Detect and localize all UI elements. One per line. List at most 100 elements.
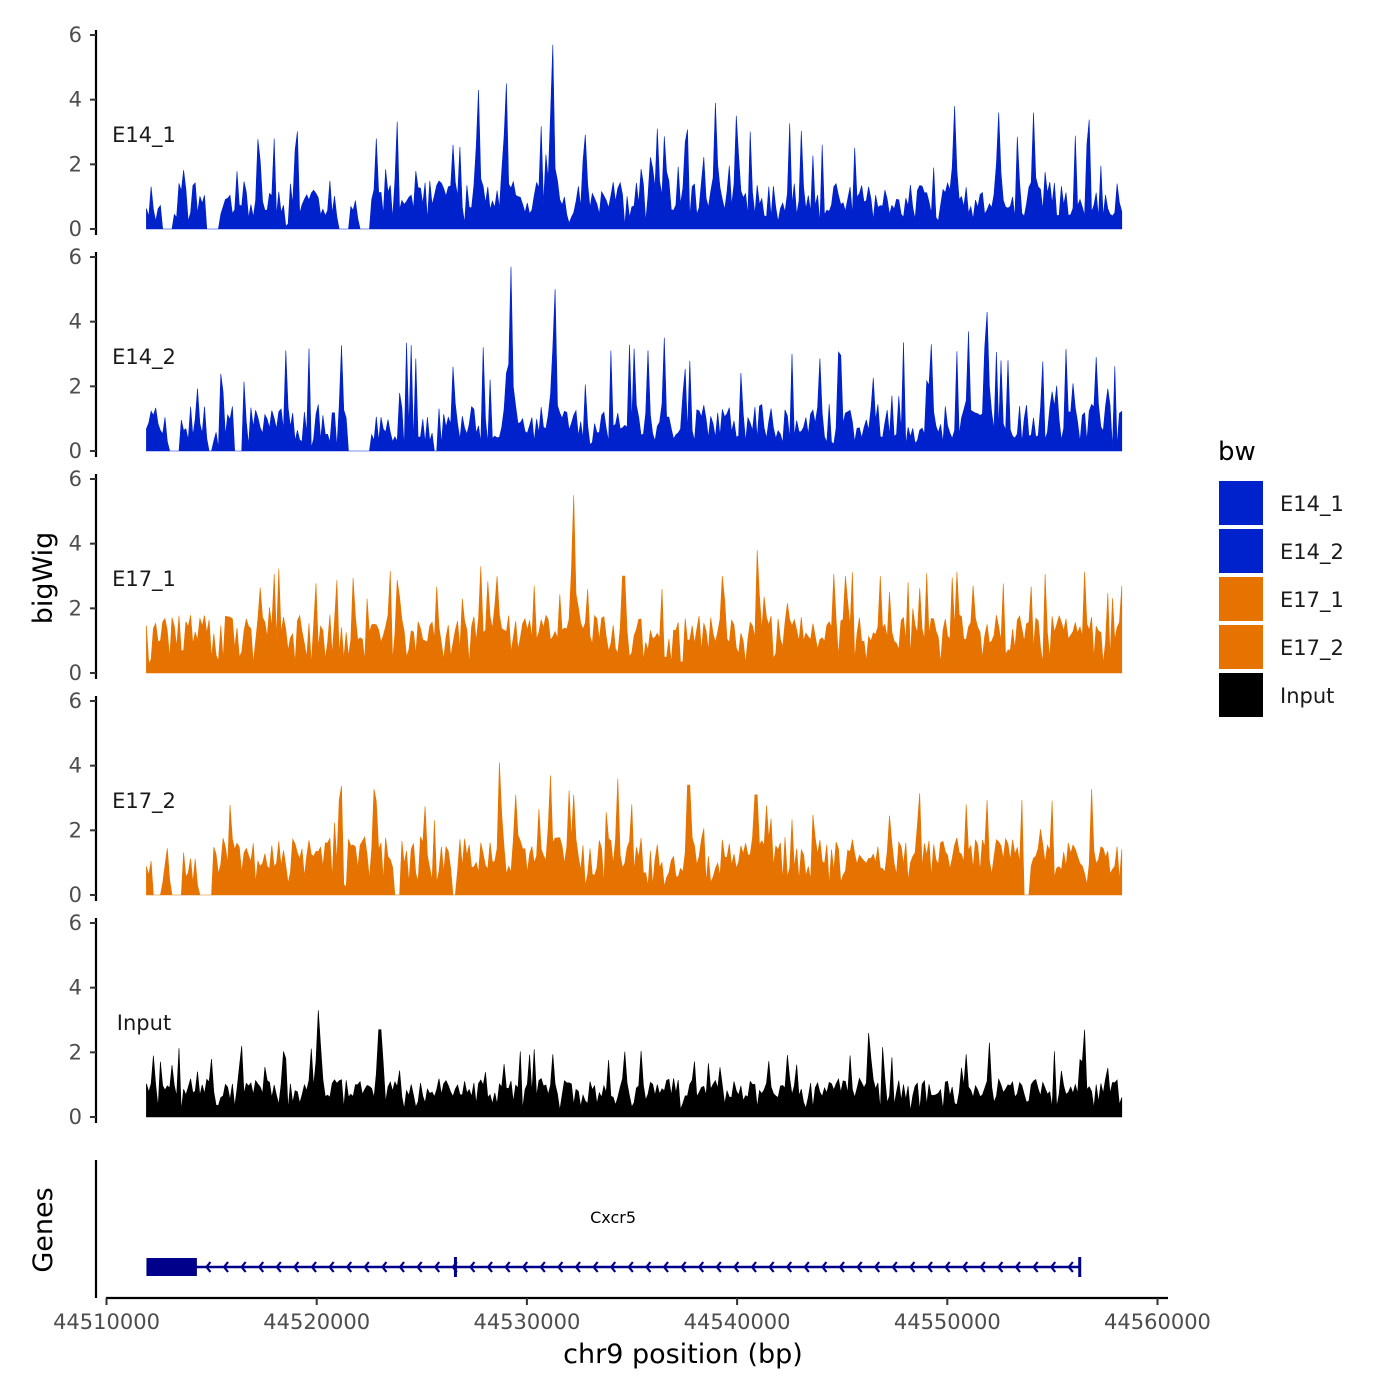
strand-arrow xyxy=(944,1261,951,1273)
strand-arrow xyxy=(856,1261,863,1273)
strand-arrow xyxy=(909,1261,916,1273)
strand-arrow xyxy=(574,1261,581,1273)
strand-arrow xyxy=(715,1261,722,1273)
y-tick-label: 6 xyxy=(69,467,82,491)
legend-label: E17_1 xyxy=(1280,588,1344,613)
strand-arrow xyxy=(1014,1261,1021,1273)
strand-arrow xyxy=(205,1261,212,1273)
y-tick-label: 0 xyxy=(69,217,82,241)
strand-arrow xyxy=(961,1261,969,1273)
strand-arrow xyxy=(328,1261,335,1273)
track-E14_1: 0 2 4 6 E14_1 xyxy=(69,23,1123,241)
coverage-area-E17_1 xyxy=(146,495,1123,674)
y-tick-label: 0 xyxy=(69,883,82,907)
y-tick-label: 2 xyxy=(69,596,82,620)
strand-arrow xyxy=(997,1261,1004,1273)
strand-arrow xyxy=(662,1261,669,1273)
track-E17_2: 0 2 4 6 E17_2 xyxy=(69,689,1123,907)
strand-arrow xyxy=(979,1261,986,1273)
strand-arrow xyxy=(504,1261,511,1273)
strand-arrow xyxy=(592,1261,599,1273)
y-tick-label: 0 xyxy=(69,1105,82,1129)
legend-swatch-E14_2 xyxy=(1219,529,1263,573)
y-tick-label: 4 xyxy=(69,754,82,778)
legend-label: E14_2 xyxy=(1280,540,1344,565)
x-axis-title: chr9 position (bp) xyxy=(563,1339,803,1370)
x-tick-label: 44520000 xyxy=(263,1310,370,1334)
legend-label: Input xyxy=(1280,684,1334,708)
y-tick-label: 0 xyxy=(69,661,82,685)
strand-arrow xyxy=(1067,1261,1074,1273)
x-tick-label: 44530000 xyxy=(473,1310,580,1334)
strand-arrow xyxy=(416,1261,423,1273)
strand-arrow xyxy=(557,1261,564,1273)
legend-swatch-E17_1 xyxy=(1219,577,1263,621)
y-tick-label: 6 xyxy=(69,23,82,47)
strand-arrow xyxy=(293,1261,300,1273)
coverage-tracks: 0 2 4 6 E14_1 0 2 4 6 E14_2 0 2 4 6 E17_1 0 2 4 6 E17_2 0 2 4 6… xyxy=(69,23,1123,1129)
strand-arrow xyxy=(838,1261,845,1273)
y-tick-label: 4 xyxy=(69,976,82,1000)
strand-arrow xyxy=(1049,1261,1057,1273)
x-tick-label: 44560000 xyxy=(1104,1310,1211,1334)
y-axis-title: bigWig xyxy=(28,532,59,625)
gene-exon xyxy=(146,1258,197,1276)
x-axis: 44510000 44520000 44530000 44540000 44550000… xyxy=(53,1296,1211,1334)
coverage-area-E14_2 xyxy=(146,266,1123,452)
track-E17_1: 0 2 4 6 E17_1 xyxy=(69,467,1123,685)
y-tick-label: 2 xyxy=(69,374,82,398)
track-label: E14_2 xyxy=(112,345,176,370)
strand-arrow xyxy=(345,1261,353,1273)
strand-arrow xyxy=(398,1261,405,1273)
strand-arrow xyxy=(469,1261,476,1273)
y-tick-label: 4 xyxy=(69,88,82,112)
strand-arrow xyxy=(275,1261,282,1273)
y-tick-label: 6 xyxy=(69,245,82,269)
y-tick-label: 4 xyxy=(69,310,82,334)
strand-arrow xyxy=(733,1261,740,1273)
track-label: E14_1 xyxy=(112,123,176,148)
strand-arrow xyxy=(539,1261,546,1273)
strand-arrow xyxy=(873,1261,881,1273)
legend-label: E14_1 xyxy=(1280,492,1344,517)
strand-arrow xyxy=(821,1261,828,1273)
legend-swatch-E14_1 xyxy=(1219,481,1263,525)
y-tick-label: 2 xyxy=(69,152,82,176)
strand-arrow xyxy=(926,1261,933,1273)
strand-arrow xyxy=(381,1261,388,1273)
gene-name-label: Cxcr5 xyxy=(590,1208,636,1227)
x-tick-label: 44510000 xyxy=(53,1310,160,1334)
x-tick-label: 44550000 xyxy=(894,1310,1001,1334)
strand-arrow xyxy=(768,1261,775,1273)
track-label: Input xyxy=(117,1011,171,1035)
legend: bw E14_1 E14_2 E17_1 E17_2 Input xyxy=(1218,437,1344,717)
legend-label: E17_2 xyxy=(1280,636,1344,661)
strand-arrow xyxy=(609,1261,617,1273)
track-Input: 0 2 4 6 Input xyxy=(69,911,1123,1129)
track-label: E17_2 xyxy=(112,789,176,814)
gene-track: Cxcr5 xyxy=(94,1160,1082,1298)
strand-arrow xyxy=(680,1261,687,1273)
y-tick-label: 4 xyxy=(69,532,82,556)
strand-arrow xyxy=(486,1261,493,1273)
strand-arrow xyxy=(222,1261,229,1273)
coverage-area-Input xyxy=(146,1010,1123,1118)
y-tick-label: 6 xyxy=(69,911,82,935)
coverage-area-E17_2 xyxy=(146,762,1123,896)
strand-arrow xyxy=(257,1261,265,1273)
strand-arrow xyxy=(750,1261,757,1273)
track-label: E17_1 xyxy=(112,567,176,592)
strand-arrow xyxy=(697,1261,705,1273)
legend-title: bw xyxy=(1218,437,1256,467)
strand-arrow xyxy=(433,1261,441,1273)
y-tick-label: 2 xyxy=(69,1040,82,1064)
y-tick-label: 2 xyxy=(69,818,82,842)
strand-arrow xyxy=(310,1261,317,1273)
y-tick-label: 0 xyxy=(69,439,82,463)
strand-arrow xyxy=(1032,1261,1039,1273)
track-E14_2: 0 2 4 6 E14_2 xyxy=(69,245,1123,463)
strand-arrow xyxy=(363,1261,370,1273)
strand-arrow xyxy=(645,1261,652,1273)
strand-arrow xyxy=(240,1261,247,1273)
